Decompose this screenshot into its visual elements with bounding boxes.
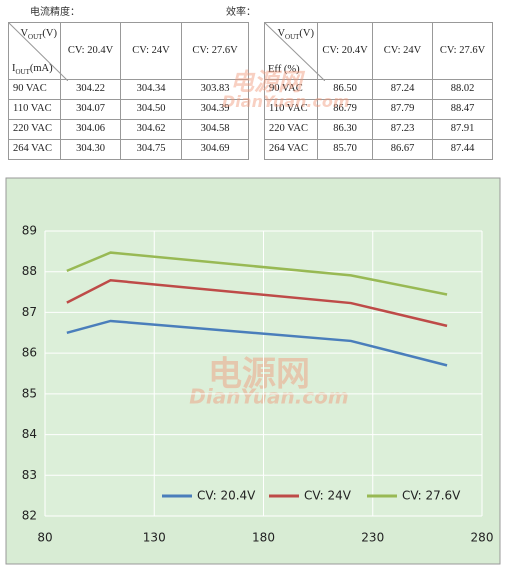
current-table: VOUT(V) IOUT(mA) CV: 20.4V CV: 24V CV: 27.6V…: [8, 22, 249, 160]
column-header: CV: 24V: [120, 22, 182, 80]
diagonal-line: [9, 23, 68, 81]
watermark: 电源网: [208, 355, 310, 395]
table-cell: 304.07: [60, 99, 121, 120]
table-cell: 87.79: [372, 99, 433, 120]
table-cell: 86.67: [372, 139, 433, 160]
table-cell: 264 VAC: [8, 139, 61, 160]
corner-sub: OUT: [15, 67, 30, 76]
table-cell: 304.50: [120, 99, 182, 120]
y-tick-label: 84: [22, 427, 37, 441]
corner-cell: VOUT(V) Eff (%): [264, 22, 325, 81]
table-row: 220 VAC 86.30 87.23 87.91: [264, 119, 493, 140]
chart: 电源网 DianYuan.com 82 83 84 85 86 87 88 89 80 130 18…: [5, 177, 501, 565]
x-tick-label: 230: [361, 531, 384, 545]
table-cell: 86.30: [317, 119, 373, 140]
table-cell: 304.58: [181, 119, 249, 140]
x-tick-label: 180: [252, 531, 275, 545]
table-cell: 304.22: [60, 79, 121, 100]
table-cell: 304.69: [181, 139, 249, 160]
corner-main: I: [12, 62, 16, 74]
x-tick-label: 280: [471, 531, 494, 545]
series-line: [66, 278, 448, 328]
table-cell: 88.02: [432, 79, 493, 100]
series-line: [66, 319, 448, 367]
y-tick-label: 85: [22, 386, 37, 400]
y-tick-label: 87: [22, 305, 37, 319]
column-header: CV: 20.4V: [317, 22, 373, 80]
corner-unit: (V): [42, 28, 57, 39]
table-cell: 110 VAC: [8, 99, 61, 120]
corner-unit: (V): [299, 28, 314, 39]
table-cell: 220 VAC: [8, 119, 61, 140]
efficiency-table: VOUT(V) Eff (%) CV: 20.4V CV: 24V CV: 27.6V 9…: [264, 22, 493, 160]
diagonal-line: [265, 23, 325, 81]
diagonal: [265, 23, 325, 81]
corner-label: VOUT(V): [20, 28, 57, 41]
corner-label: VOUT(V): [277, 28, 314, 41]
legend-label: CV: 27.6V: [402, 489, 461, 503]
column-header: CV: 27.6V: [181, 22, 249, 80]
table-cell: 88.47: [432, 99, 493, 120]
table-cell: 85.70: [317, 139, 373, 160]
table-cell: 304.62: [120, 119, 182, 140]
x-tick-label: 80: [37, 531, 52, 545]
table-cell: 264 VAC: [264, 139, 318, 160]
table-cell: 87.91: [432, 119, 493, 140]
series-line: [66, 251, 448, 296]
diagonal: [9, 23, 68, 81]
corner-label: Eff (%): [268, 64, 300, 76]
table-row: 90 VAC 304.22 304.34 303.83: [8, 79, 249, 100]
table-cell: 87.24: [372, 79, 433, 100]
y-tick-label: 86: [22, 346, 37, 360]
watermark: DianYuan.com: [222, 92, 350, 111]
column-header: CV: 24V: [372, 22, 433, 80]
y-tick-label: 88: [22, 264, 37, 278]
watermark: 电源网: [230, 68, 302, 96]
legend-label: CV: 24V: [304, 489, 352, 503]
header-row: VOUT(V) IOUT(mA) CV: 20.4V CV: 24V CV: 27.6V: [8, 22, 249, 81]
corner-sub: OUT: [285, 33, 300, 42]
table-cell: 304.75: [120, 139, 182, 160]
section-label: 效率：: [226, 7, 256, 18]
header-row: VOUT(V) Eff (%) CV: 20.4V CV: 24V CV: 27.6V: [264, 22, 493, 81]
table-row: 264 VAC 304.30 304.75 304.69: [8, 139, 249, 160]
section-label: 电流精度：: [30, 7, 80, 18]
corner-main: V: [20, 28, 29, 39]
x-tick-label: 130: [143, 531, 166, 545]
corner-label: IOUT(mA): [12, 63, 53, 76]
y-tick-label: 89: [22, 224, 37, 238]
column-header: CV: 27.6V: [432, 22, 493, 80]
column-header: CV: 20.4V: [60, 22, 121, 80]
y-tick-label: 82: [22, 509, 37, 523]
table-row: 220 VAC 304.06 304.62 304.58: [8, 119, 249, 140]
table-row: 110 VAC 304.07 304.50 304.39: [8, 99, 249, 120]
corner-main: Eff (%): [268, 63, 300, 75]
table-cell: 87.23: [372, 119, 433, 140]
table-cell: 304.30: [60, 139, 121, 160]
table-row: 110 VAC 86.79 87.79 88.47: [264, 99, 493, 120]
corner-main: V: [277, 28, 286, 39]
legend-label: CV: 20.4V: [197, 489, 256, 503]
table-cell: 220 VAC: [264, 119, 318, 140]
y-tick-label: 83: [22, 468, 37, 482]
table-cell: 304.34: [120, 79, 182, 100]
table-cell: 87.44: [432, 139, 493, 160]
corner-sub: OUT: [28, 33, 43, 42]
corner-unit: (mA): [29, 62, 53, 74]
watermark: DianYuan.com: [189, 385, 348, 409]
table-cell: 304.06: [60, 119, 121, 140]
table-row: 264 VAC 85.70 86.67 87.44: [264, 139, 493, 160]
table-cell: 90 VAC: [8, 79, 61, 100]
corner-cell: VOUT(V) IOUT(mA): [8, 22, 68, 81]
